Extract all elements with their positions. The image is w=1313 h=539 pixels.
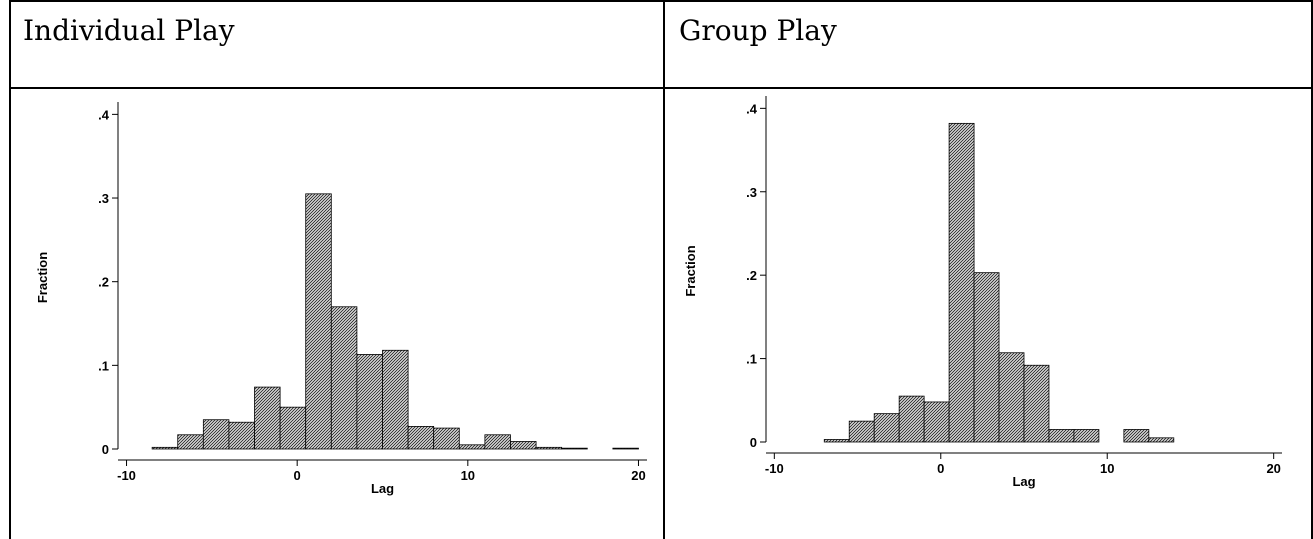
bar-4: [923, 401, 950, 443]
table-border-right: [1311, 0, 1313, 539]
bar-5: [279, 406, 307, 450]
histogram-group-play: 0 .1 .2 .3 .4 -10 0 10 20 Lag Fraction: [683, 96, 1282, 489]
x-tick-label-2: 10: [461, 468, 475, 483]
bar-10: [1073, 429, 1100, 443]
y-tick-label-1: .1: [746, 352, 757, 367]
bar-0: [823, 439, 850, 443]
bar-3: [228, 421, 255, 450]
bar-0: [151, 446, 179, 450]
y-tick-label-3: .3: [746, 185, 757, 200]
bar-8: [1023, 364, 1050, 443]
bar-6: [973, 272, 1000, 443]
bar-8: [356, 354, 383, 450]
panel-title-group: Group Play: [679, 14, 837, 47]
y-tick-label-2: .2: [746, 268, 757, 283]
bar-2: [873, 413, 900, 443]
y-tick-label-4: .4: [746, 101, 758, 116]
bar-14: [510, 441, 537, 450]
table-border-middle: [663, 0, 665, 539]
histogram-individual-play: 0 .1 .2 .3 .4 -10 0 10 20 Lag Fraction: [35, 102, 647, 496]
x-tick-label-3: 20: [631, 468, 645, 483]
y-tick-label-1: .1: [98, 358, 109, 373]
bar-7: [998, 352, 1025, 443]
bar-11: [433, 427, 460, 450]
y-tick-label-4: .4: [98, 107, 110, 122]
x-axis-title: Lag: [371, 481, 394, 496]
y-tick-label-0: 0: [750, 435, 757, 450]
bar-7: [330, 306, 358, 450]
bar-13: [484, 434, 511, 450]
y-tick-label-3: .3: [98, 191, 109, 206]
bar-12: [1148, 437, 1175, 443]
y-tick-label-0: 0: [102, 442, 109, 457]
bar-5: [948, 122, 975, 443]
bar-6: [305, 193, 332, 450]
panel-title-individual: Individual Play: [23, 14, 235, 47]
bar-18: [612, 447, 639, 450]
y-axis-title: Fraction: [35, 252, 50, 303]
bar-12: [458, 444, 486, 450]
bar-10: [407, 426, 435, 450]
bar-3: [898, 395, 925, 443]
y-tick-label-2: .2: [98, 275, 109, 290]
bar-1: [177, 434, 204, 450]
x-tick-label-3: 20: [1266, 461, 1280, 476]
x-tick-label-2: 10: [1100, 461, 1114, 476]
bar-16: [561, 447, 588, 450]
x-tick-label-1: 0: [294, 468, 301, 483]
x-axis-title: Lag: [1012, 474, 1035, 489]
table-border-top: [9, 0, 1313, 2]
x-tick-label-1: 0: [937, 461, 944, 476]
y-axis-title: Fraction: [683, 245, 698, 296]
table-header-divider: [9, 87, 1313, 89]
x-tick-label-0: -10: [765, 461, 784, 476]
bar-4: [254, 386, 281, 450]
table-border-left: [9, 0, 11, 539]
bar-11: [1123, 429, 1150, 443]
bar-9: [382, 349, 409, 450]
bar-15: [535, 446, 563, 450]
bar-2: [202, 419, 230, 450]
bar-1: [848, 420, 875, 443]
bar-9: [1048, 429, 1075, 443]
x-tick-label-0: -10: [117, 468, 136, 483]
